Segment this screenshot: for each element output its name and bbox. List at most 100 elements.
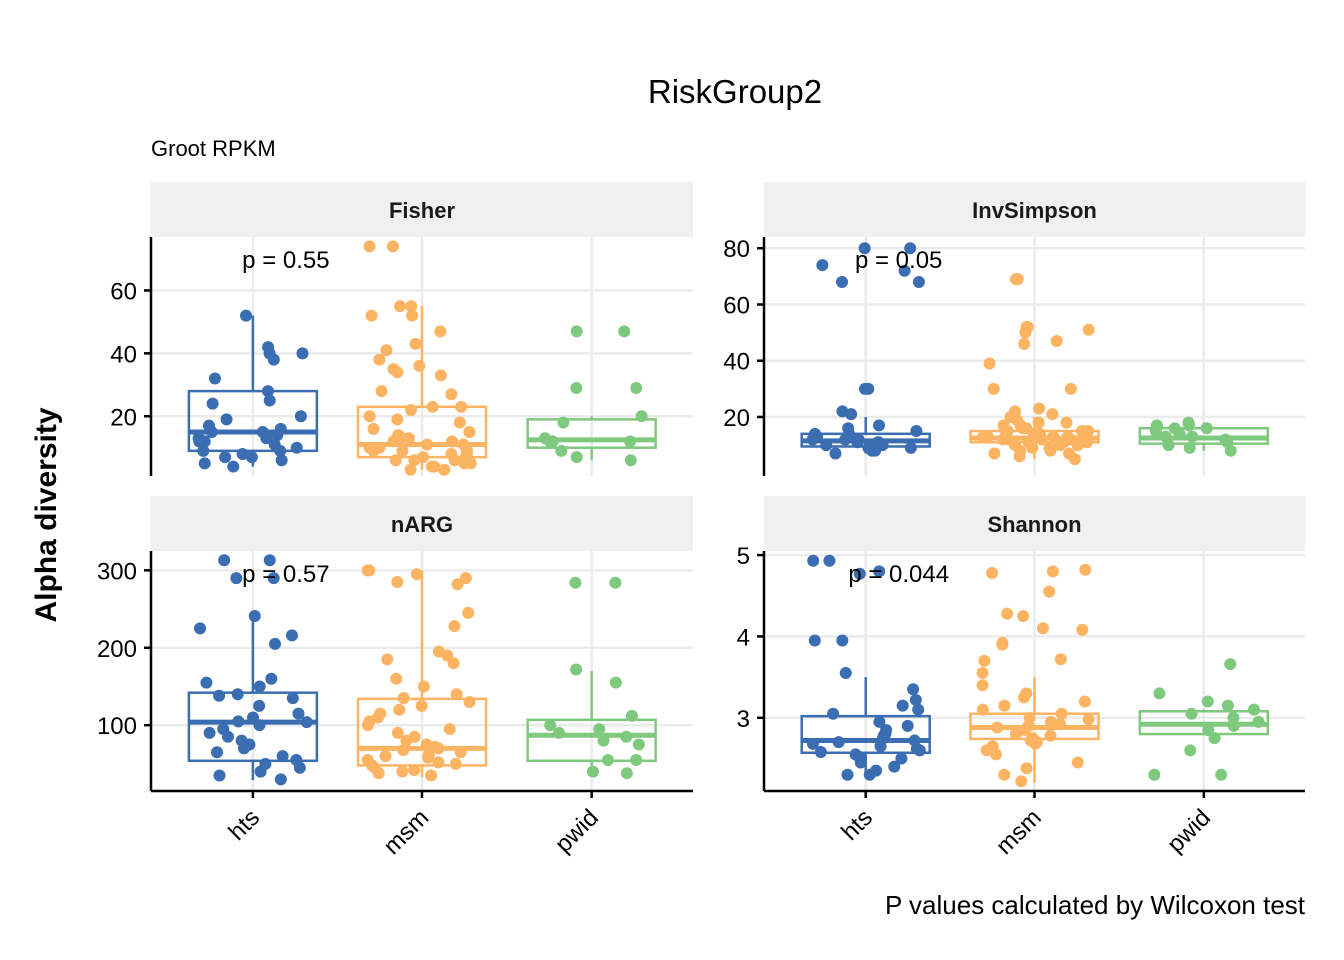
- data-point-msm: [1001, 607, 1014, 620]
- data-point-msm: [1015, 775, 1028, 788]
- data-point-hts: [263, 394, 276, 407]
- data-point-msm: [1044, 444, 1057, 457]
- data-point-hts: [912, 703, 925, 716]
- data-point-msm: [987, 382, 1000, 395]
- data-point-msm: [1046, 408, 1059, 421]
- p-value-label: p = 0.55: [242, 247, 329, 274]
- data-point-hts: [230, 572, 243, 585]
- data-point-hts: [271, 429, 284, 442]
- y-tick-label: 20: [723, 405, 750, 432]
- data-point-hts: [203, 726, 216, 739]
- data-point-msm: [1046, 565, 1059, 578]
- data-point-hts: [227, 460, 240, 473]
- data-point-msm: [1054, 653, 1067, 666]
- data-point-hts: [806, 433, 819, 446]
- data-point-msm: [1033, 402, 1046, 415]
- data-point-msm: [462, 606, 475, 619]
- data-point-msm: [393, 300, 406, 313]
- data-point-msm: [391, 413, 404, 426]
- data-point-pwid: [601, 754, 614, 767]
- data-point-hts: [274, 444, 287, 457]
- data-point-msm: [1044, 729, 1057, 742]
- data-point-pwid: [570, 451, 583, 464]
- data-point-hts: [256, 425, 269, 438]
- data-point-hts: [286, 692, 299, 705]
- data-point-msm: [375, 385, 388, 398]
- data-point-hts: [836, 275, 849, 288]
- x-tick-label: msm: [991, 804, 1047, 860]
- data-point-pwid: [1162, 439, 1175, 452]
- data-point-hts: [901, 719, 914, 732]
- data-point-hts: [910, 425, 923, 438]
- data-point-msm: [410, 568, 423, 581]
- data-point-hts: [829, 447, 842, 460]
- data-point-msm: [463, 695, 476, 708]
- data-point-msm: [432, 756, 445, 769]
- data-point-msm: [977, 430, 990, 443]
- data-point-msm: [1026, 441, 1039, 454]
- data-point-msm: [448, 454, 461, 467]
- data-point-msm: [425, 460, 438, 473]
- data-point-msm: [976, 703, 989, 716]
- data-point-msm: [998, 699, 1011, 712]
- facet-strip-label: InvSimpson: [972, 198, 1097, 223]
- data-point-hts: [231, 688, 244, 701]
- data-point-msm: [1078, 695, 1091, 708]
- data-point-hts: [208, 372, 221, 385]
- data-point-hts: [205, 425, 218, 438]
- data-point-msm: [417, 680, 430, 693]
- data-point-msm: [1064, 382, 1077, 395]
- data-point-msm: [421, 438, 434, 451]
- data-point-msm: [447, 657, 460, 670]
- y-tick-label: 3: [737, 706, 750, 733]
- data-point-hts: [265, 672, 278, 685]
- facet-panel-narg: nARG 100 200 300 hts msm pwid p = 0.57: [97, 496, 693, 860]
- data-point-msm: [387, 435, 400, 448]
- facet-panel-fisher: Fisher 20 40 60 p = 0.55: [110, 182, 693, 476]
- data-point-msm: [1032, 416, 1045, 429]
- data-point-hts: [808, 634, 821, 647]
- data-point-hts: [261, 385, 274, 398]
- y-tick-label: 5: [737, 543, 750, 570]
- data-point-pwid: [635, 410, 648, 423]
- data-point-msm: [1047, 430, 1060, 443]
- data-point-hts: [221, 730, 234, 743]
- data-point-pwid: [1173, 427, 1186, 440]
- data-point-hts: [200, 676, 213, 689]
- data-point-msm: [1071, 756, 1084, 769]
- data-point-hts: [240, 309, 253, 322]
- data-point-hts: [839, 667, 852, 680]
- x-tick-label: msm: [378, 804, 434, 860]
- data-point-hts: [823, 554, 836, 567]
- data-point-hts: [197, 444, 210, 457]
- data-point-hts: [219, 451, 232, 464]
- data-point-pwid: [625, 709, 638, 722]
- data-point-pwid: [632, 738, 645, 751]
- data-point-msm: [400, 734, 413, 747]
- data-point-msm: [445, 388, 458, 401]
- box-iqr-hts: [800, 714, 931, 755]
- data-point-msm: [460, 447, 473, 460]
- data-point-msm: [450, 688, 463, 701]
- data-point-msm: [1011, 273, 1024, 286]
- data-point-pwid: [1215, 768, 1228, 781]
- box-iqr-msm: [356, 697, 488, 767]
- data-point-hts: [210, 746, 223, 759]
- data-point-pwid: [1252, 715, 1265, 728]
- data-point-hts: [895, 752, 908, 765]
- data-point-msm: [1076, 623, 1089, 636]
- data-point-msm: [976, 679, 989, 692]
- facet-strip: [764, 496, 1305, 551]
- box-iqr-pwid: [526, 718, 657, 763]
- data-point-pwid: [624, 435, 637, 448]
- x-tick-label: hts: [836, 804, 878, 846]
- x-tick-label: pwid: [1162, 804, 1216, 858]
- data-point-msm: [1071, 439, 1084, 452]
- data-point-msm: [363, 240, 376, 253]
- data-point-msm: [1082, 323, 1095, 336]
- data-point-hts: [268, 637, 281, 650]
- data-point-hts: [293, 761, 306, 774]
- data-point-msm: [1080, 436, 1093, 449]
- data-point-msm: [386, 240, 399, 253]
